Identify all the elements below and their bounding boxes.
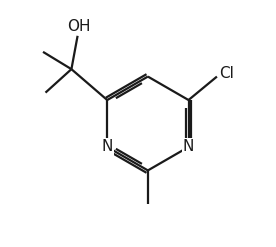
Text: OH: OH bbox=[67, 19, 91, 34]
Text: N: N bbox=[102, 140, 113, 154]
Text: N: N bbox=[183, 140, 194, 154]
Text: Cl: Cl bbox=[219, 66, 234, 81]
